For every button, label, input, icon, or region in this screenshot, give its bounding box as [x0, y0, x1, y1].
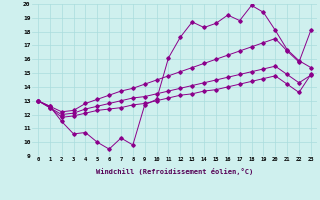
- X-axis label: Windchill (Refroidissement éolien,°C): Windchill (Refroidissement éolien,°C): [96, 168, 253, 175]
